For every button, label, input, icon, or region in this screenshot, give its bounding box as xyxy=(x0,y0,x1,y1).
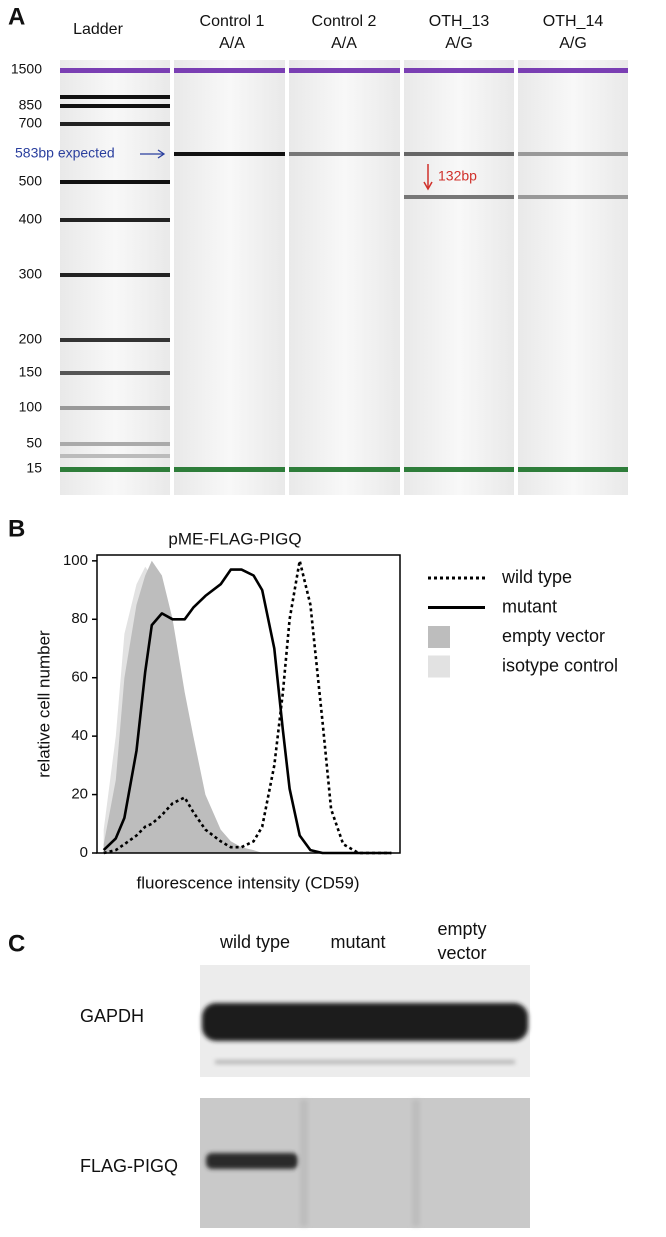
marker-band xyxy=(404,68,514,73)
lane xyxy=(174,60,285,495)
panel-label: A xyxy=(8,3,25,30)
legend-label: mutant xyxy=(502,596,557,616)
marker-band xyxy=(60,68,170,73)
column-label: mutant xyxy=(330,932,385,952)
flag-band xyxy=(206,1100,420,1226)
lane-genotype: A/A xyxy=(331,35,357,52)
area xyxy=(103,560,392,853)
ladder-band xyxy=(60,454,170,458)
column-label: wild type xyxy=(219,932,290,952)
size-label: 100 xyxy=(19,399,43,415)
gapdh-band xyxy=(202,1003,528,1064)
ladder-band xyxy=(60,180,170,184)
size-label: 15 xyxy=(26,460,42,476)
marker-band xyxy=(518,68,628,73)
size-label: 500 xyxy=(19,173,43,189)
size-label: 700 xyxy=(19,115,43,131)
marker-band xyxy=(518,467,628,472)
size-label: 850 xyxy=(19,97,43,113)
sample-band xyxy=(518,152,628,156)
marker-band xyxy=(174,467,285,472)
legend-label: wild type xyxy=(501,567,572,587)
lane xyxy=(404,60,514,495)
ladder-band xyxy=(60,218,170,222)
legend-label: empty vector xyxy=(502,626,605,646)
size-label: 150 xyxy=(19,364,43,380)
lane-genotype: A/G xyxy=(445,35,473,52)
row-label: GAPDH xyxy=(80,1006,144,1026)
sample-band xyxy=(174,152,285,156)
lane-genotype: A/G xyxy=(559,35,587,52)
y-tick-label: 100 xyxy=(63,552,88,569)
marker-band xyxy=(289,68,400,73)
panel-label: B xyxy=(8,515,25,542)
lane xyxy=(289,60,400,495)
lane-name: OTH_13 xyxy=(429,13,490,30)
marker-band xyxy=(60,467,170,472)
ladder-band xyxy=(60,104,170,108)
sample-band xyxy=(404,152,514,156)
size-label: 400 xyxy=(19,211,43,227)
column-label: vector xyxy=(437,943,486,963)
shift-label: 132bp xyxy=(438,168,477,184)
arrow-head xyxy=(157,149,166,159)
chart-title: pME-FLAG-PIGQ xyxy=(168,529,301,548)
marker-band xyxy=(174,68,285,73)
y-axis-label: relative cell number xyxy=(34,630,53,778)
ladder-band xyxy=(60,122,170,126)
legend-swatch xyxy=(428,626,450,648)
arrow-head xyxy=(423,181,433,191)
y-tick-label: 0 xyxy=(80,844,88,861)
y-tick-label: 80 xyxy=(71,610,88,627)
sample-band xyxy=(289,152,400,156)
y-tick-label: 40 xyxy=(71,727,88,744)
column-label: empty xyxy=(437,919,486,939)
lane xyxy=(60,60,170,495)
sample-band xyxy=(518,195,628,199)
size-label: 300 xyxy=(19,266,43,282)
lane-name: OTH_14 xyxy=(543,13,604,30)
ladder-band xyxy=(60,273,170,277)
lane xyxy=(518,60,628,495)
legend-swatch xyxy=(428,655,450,678)
ladder-band xyxy=(60,371,170,375)
ladder-band xyxy=(60,338,170,342)
chart: pME-FLAG-PIGQ fluorescence intensity (CD5… xyxy=(34,529,618,892)
size-label: 1500 xyxy=(11,61,42,77)
blot-labels: wild type mutant empty vector GAPDH FLAG-PIGQ xyxy=(80,919,487,1176)
x-axis-label: fluorescence intensity (CD59) xyxy=(137,873,360,892)
marker-band xyxy=(289,467,400,472)
y-tick-label: 20 xyxy=(71,786,88,803)
expected-label: 583bp expected xyxy=(15,145,115,161)
legend-label: isotype control xyxy=(502,655,618,675)
ladder-band xyxy=(60,442,170,446)
lane-genotype: A/A xyxy=(219,35,245,52)
ladder-band xyxy=(60,406,170,410)
row-label: FLAG-PIGQ xyxy=(80,1156,178,1176)
lane-name: Control 1 xyxy=(200,13,265,30)
plot-frame xyxy=(96,554,401,854)
size-label: 200 xyxy=(19,331,43,347)
gel: Ladder Control 1 A/A Control 2 A/A OTH_13 A/G O… xyxy=(11,13,628,495)
size-label: 50 xyxy=(26,435,42,451)
sample-band xyxy=(404,195,514,199)
y-tick-label: 60 xyxy=(71,669,88,686)
lane-name: Control 2 xyxy=(312,13,377,30)
lane-name: Ladder xyxy=(73,21,123,38)
panel-label: C xyxy=(8,930,25,957)
ladder-band xyxy=(60,95,170,99)
marker-band xyxy=(404,467,514,472)
